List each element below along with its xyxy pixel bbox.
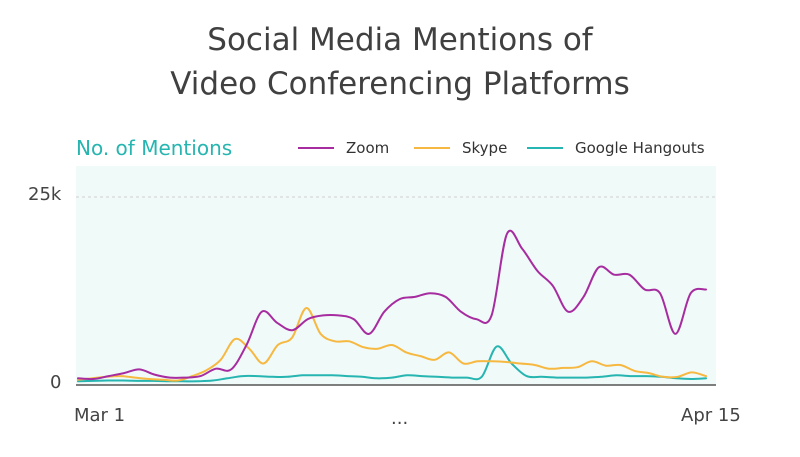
chart-title: Social Media Mentions of Video Conferenc… <box>0 18 800 106</box>
x-tick-start: Mar 1 <box>74 405 126 426</box>
plot-background <box>76 166 716 385</box>
legend-label-skype: Skype <box>462 139 508 157</box>
series-line-google-hangouts <box>77 345 707 383</box>
legend-item-zoom: Zoom <box>298 139 389 157</box>
legend-label-google-hangouts: Google Hangouts <box>575 139 705 157</box>
x-tick-ellipsis: ... <box>391 408 409 429</box>
legend-label-zoom: Zoom <box>346 139 390 157</box>
legend-swatch-skype <box>414 147 450 149</box>
chart-title-line-2: Video Conferencing Platforms <box>170 66 630 102</box>
legend-item-google-hangouts: Google Hangouts <box>527 139 705 157</box>
legend-swatch-google-hangouts <box>527 147 563 149</box>
y-tick-0: 0 <box>50 372 62 393</box>
chart-title-line-1: Social Media Mentions of <box>207 22 593 58</box>
legend-swatch-zoom <box>298 147 334 149</box>
legend-item-skype: Skype <box>414 139 507 157</box>
x-tick-end: Apr 15 <box>681 405 741 426</box>
y-tick-25k: 25k <box>28 184 62 205</box>
series-line-skype <box>77 307 707 382</box>
series-line-zoom <box>77 229 707 381</box>
y-axis-label: No. of Mentions <box>76 136 233 160</box>
